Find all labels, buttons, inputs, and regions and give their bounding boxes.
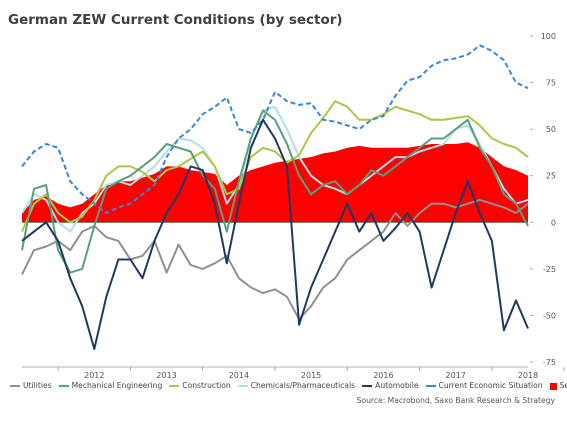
y-tick-label: 25 — [546, 172, 556, 181]
y-tick-label: 75 — [546, 79, 556, 88]
y-tick-label: 100 — [541, 32, 556, 41]
legend-swatch — [549, 382, 557, 390]
x-tick-label: 2016 — [373, 371, 393, 380]
legend-item-construction: Construction — [169, 381, 231, 390]
x-tick-label: 2018 — [518, 371, 538, 380]
legend-label: Construction — [182, 381, 231, 390]
legend-swatch — [10, 385, 20, 387]
source-note: Source: Macrobond, Saxo Bank Research & … — [356, 396, 555, 405]
legend-label: Current Economic Situation — [438, 381, 543, 390]
series-construction-line — [21, 100, 529, 232]
legend-swatch — [425, 385, 436, 387]
legend-swatch — [169, 385, 180, 387]
chart-title: German ZEW Current Conditions (by sector… — [8, 12, 343, 28]
series-automobile-line — [21, 118, 529, 350]
x-tick-label: 2012 — [84, 371, 104, 380]
legend-item-chemicals-pharmaceuticals: Chemicals/Pharmaceuticals — [237, 381, 356, 390]
axes-layer: 2012 2013 2014 2015 2016 2017 2018 -75 -50 -25 0 25… — [22, 32, 565, 380]
legend-item-utilities: Utilities — [10, 381, 52, 390]
series-mechanical-engineering-line — [21, 109, 529, 274]
legend: Utilities Mechanical Engineering Construct… — [10, 381, 567, 390]
x-tick-label: 2017 — [446, 371, 466, 380]
y-tick-label: -75 — [543, 358, 556, 367]
series-current-economic-situation-line — [21, 44, 529, 214]
series-lines-layer — [21, 44, 529, 350]
legend-item-mechanical-engineering: Mechanical Engineering — [58, 381, 163, 390]
legend-label: Automobile — [375, 381, 419, 390]
legend-label: Mechanical Engineering — [71, 381, 163, 390]
legend-item-automobile: Automobile — [362, 381, 419, 390]
x-tick-label: 2014 — [229, 371, 249, 380]
legend-item-current-economic-situation: Current Economic Situation — [425, 381, 543, 390]
y-tick-label: 0 — [551, 218, 556, 227]
y-tick-label: -50 — [543, 311, 556, 320]
x-tick-label: 2015 — [301, 371, 321, 380]
legend-swatch — [58, 385, 69, 387]
legend-label: Utilities — [23, 381, 52, 390]
services-area-layer — [22, 142, 528, 223]
series-chemicals-pharmaceuticals-line — [21, 105, 529, 233]
legend-item-services: Services — [549, 381, 567, 390]
x-tick-label: 2013 — [156, 371, 176, 380]
series-services-area — [22, 142, 528, 223]
legend-label: Chemicals/Pharmaceuticals — [250, 381, 356, 390]
legend-swatch — [237, 385, 248, 387]
legend-swatch — [362, 385, 373, 387]
legend-label: Services — [559, 381, 567, 390]
y-tick-label: -25 — [543, 265, 556, 274]
series-utilities-line — [21, 198, 529, 321]
y-tick-label: 50 — [546, 125, 556, 134]
